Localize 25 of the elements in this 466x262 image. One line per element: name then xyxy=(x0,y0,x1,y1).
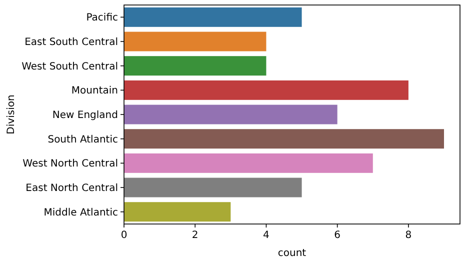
y-tick-label: Middle Atlantic xyxy=(44,207,118,218)
bar xyxy=(124,7,302,27)
y-tick-label: West North Central xyxy=(22,158,118,170)
x-tick-label: 6 xyxy=(334,230,341,241)
bar xyxy=(124,56,266,76)
x-tick-label: 2 xyxy=(192,230,198,241)
y-tick-label: West South Central xyxy=(22,61,118,72)
bar xyxy=(124,153,373,173)
bar xyxy=(124,80,408,100)
x-tick-label: 8 xyxy=(405,230,412,241)
y-tick-label: New England xyxy=(52,110,118,121)
y-tick-label: South Atlantic xyxy=(48,134,118,146)
bar xyxy=(124,178,302,198)
bar xyxy=(124,32,266,52)
bar xyxy=(124,104,338,124)
y-tick-label: Pacific xyxy=(86,12,118,24)
x-axis-title: count xyxy=(278,248,306,259)
bar xyxy=(124,202,231,222)
y-tick-label: East North Central xyxy=(26,183,118,194)
x-tick-label: 4 xyxy=(263,230,270,241)
y-tick-label: Mountain xyxy=(71,86,118,97)
y-tick-label: East South Central xyxy=(24,37,118,48)
x-tick-label: 0 xyxy=(120,230,128,241)
bar xyxy=(124,129,444,149)
y-axis-title: Division xyxy=(6,94,17,134)
